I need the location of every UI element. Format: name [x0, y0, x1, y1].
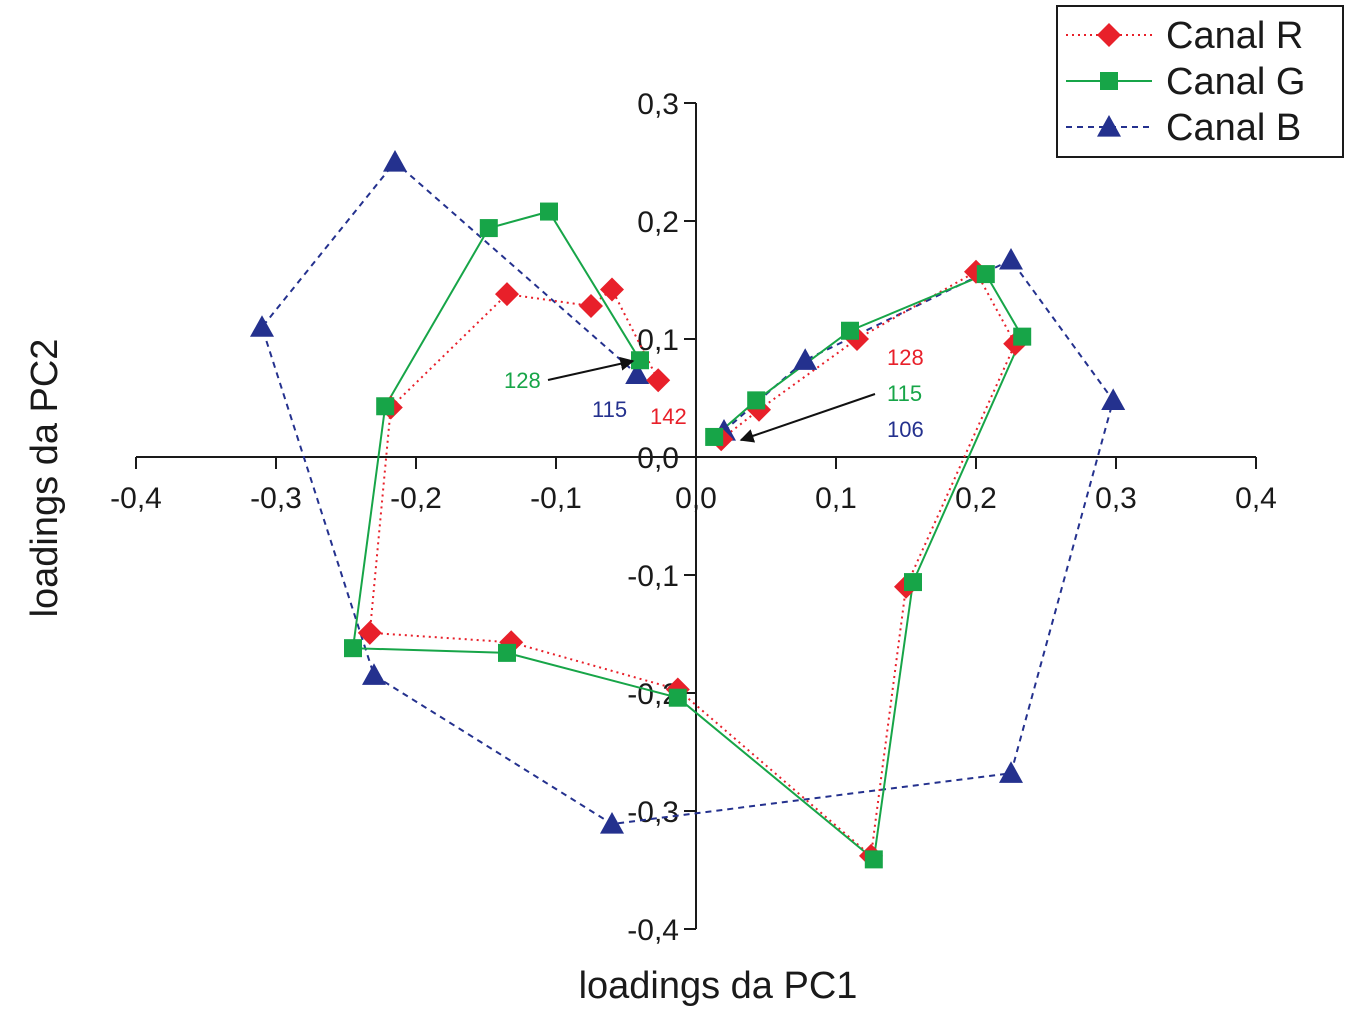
data-point-canal-g	[668, 688, 687, 707]
y-axis-title: loadings da PC2	[24, 339, 66, 618]
data-point-canal-b	[1101, 388, 1126, 410]
annotation-right-106: 106	[887, 417, 924, 442]
y-tick-label: -0,1	[627, 560, 679, 593]
legend-marker-canal-g	[1100, 72, 1118, 90]
axes	[136, 103, 1256, 929]
x-axis-title: loadings da PC1	[579, 965, 858, 1007]
data-point-canal-b	[999, 247, 1023, 270]
legend-label-canal-b: Canal B	[1166, 107, 1301, 149]
data-point-canal-b	[383, 150, 407, 172]
data-point-canal-g	[631, 351, 649, 370]
x-tick-label: -0,4	[110, 482, 162, 515]
x-tick-label: 0,2	[955, 482, 997, 515]
data-point-canal-b	[793, 348, 818, 370]
data-point-canal-g	[747, 391, 766, 410]
annotation-right-115: 115	[887, 381, 922, 406]
data-point-canal-b	[362, 663, 386, 685]
y-tick-label: 0,3	[637, 88, 679, 121]
series-markers	[250, 150, 1126, 869]
annotation-left-142: 142	[650, 404, 687, 429]
x-tick-label: 0,1	[815, 482, 857, 515]
data-point-canal-r	[357, 620, 382, 645]
y-tick-label: 0,2	[637, 206, 679, 239]
data-point-canal-r	[579, 293, 603, 318]
data-point-canal-r	[495, 282, 519, 307]
x-tick-label: -0,3	[250, 482, 302, 515]
data-point-canal-r	[646, 368, 671, 393]
annotation-left-128: 128	[504, 368, 541, 393]
x-tick-label: 0,3	[1095, 482, 1137, 515]
x-tick-label: 0,0	[675, 482, 717, 515]
data-point-canal-g	[705, 427, 724, 446]
legend-label-canal-g: Canal G	[1166, 61, 1305, 103]
ticks: -0,4 -0,3 -0,2 -0,1 0,0 0,1 0,2 0,3 0,4 -0,4 -0,3 -…	[110, 88, 1277, 947]
data-point-canal-g	[976, 265, 995, 284]
x-tick-label: -0,1	[530, 482, 582, 515]
series-line-canal-g	[351, 210, 1024, 862]
annotation-left-115: 115	[592, 397, 627, 422]
data-point-canal-b	[625, 362, 650, 384]
data-point-canal-r	[600, 277, 624, 302]
data-point-canal-g	[841, 321, 859, 340]
annotation-right-128: 128	[887, 345, 924, 370]
data-point-canal-g	[540, 202, 558, 221]
data-point-canal-g	[904, 573, 922, 592]
data-point-canal-g	[1013, 327, 1032, 346]
data-point-canal-b	[600, 811, 624, 834]
x-tick-label: 0,4	[1235, 482, 1277, 515]
legend-label-canal-r: Canal R	[1166, 15, 1303, 57]
annotation-left-arrow	[547, 356, 635, 381]
legend-marker-canal-b	[1097, 115, 1121, 137]
annotations: 128 115 142 128 115 106	[504, 345, 924, 443]
y-tick-label: -0,4	[627, 914, 679, 947]
series-lines	[260, 160, 1115, 862]
data-point-canal-b	[250, 315, 274, 337]
series-line-canal-b	[260, 160, 1115, 826]
y-tick-label: -0,3	[627, 796, 679, 829]
y-tick-label: 0,0	[637, 442, 679, 475]
data-point-canal-g	[376, 397, 395, 416]
annotation-right-arrow	[739, 393, 876, 443]
data-point-canal-g	[864, 850, 883, 869]
legend-marker-canal-r	[1097, 23, 1121, 47]
data-point-canal-g	[344, 639, 362, 658]
data-point-canal-b	[999, 761, 1023, 783]
data-point-canal-g	[498, 643, 516, 662]
data-point-canal-g	[479, 219, 498, 238]
x-tick-label: -0,2	[390, 482, 442, 515]
